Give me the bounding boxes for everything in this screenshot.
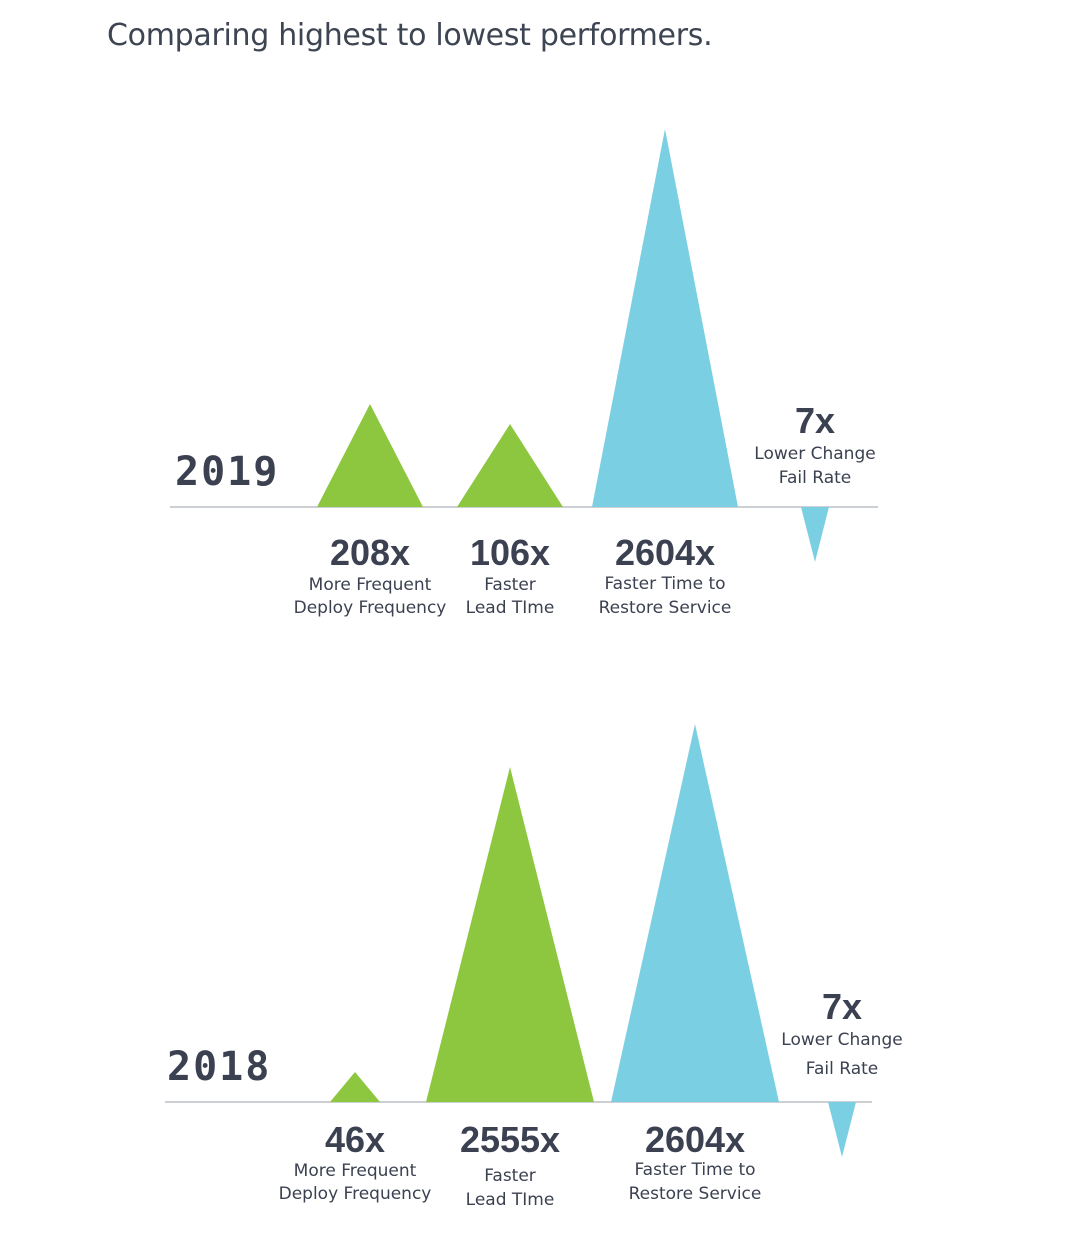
metric-description: Restore Service <box>629 1184 762 1204</box>
metric-triangle-down <box>828 1102 856 1157</box>
metric-description: More Frequent <box>294 1161 417 1181</box>
year-label: 2019 <box>175 449 279 495</box>
metric-description: Lower Change <box>754 444 875 464</box>
metric-description: More Frequent <box>309 575 432 595</box>
metric-description: Faster Time to <box>634 1160 755 1180</box>
metric-description: Faster <box>484 575 536 595</box>
metric-triangle <box>426 767 594 1102</box>
year-label: 2018 <box>167 1044 271 1090</box>
metric-description: Lower Change <box>781 1030 902 1050</box>
metric-multiplier: 2555x <box>460 1119 560 1160</box>
metric-triangle <box>317 404 423 507</box>
metric-triangle-down <box>801 507 829 562</box>
metric-multiplier: 208x <box>330 532 410 573</box>
metric-triangle <box>611 724 779 1102</box>
metric-multiplier: 2604x <box>645 1119 745 1160</box>
metric-description: Lead TIme <box>466 598 555 618</box>
metric-multiplier: 106x <box>470 532 550 573</box>
metric-multiplier: 7x <box>822 986 862 1027</box>
metric-description: Faster <box>484 1166 536 1186</box>
metric-triangle <box>330 1072 380 1102</box>
metric-description: Restore Service <box>599 598 732 618</box>
metric-multiplier: 7x <box>795 400 835 441</box>
metric-description: Faster Time to <box>604 574 725 594</box>
metric-description: Deploy Frequency <box>279 1184 432 1204</box>
metric-multiplier: 2604x <box>615 532 715 573</box>
metric-triangle <box>457 424 563 507</box>
metric-description: Fail Rate <box>806 1059 878 1079</box>
page-title: Comparing highest to lowest performers. <box>107 18 713 53</box>
metric-triangle <box>592 129 738 507</box>
metric-description: Deploy Frequency <box>294 598 447 618</box>
metric-multiplier: 46x <box>325 1119 385 1160</box>
metric-description: Fail Rate <box>779 468 851 488</box>
metric-description: Lead TIme <box>466 1190 555 1210</box>
